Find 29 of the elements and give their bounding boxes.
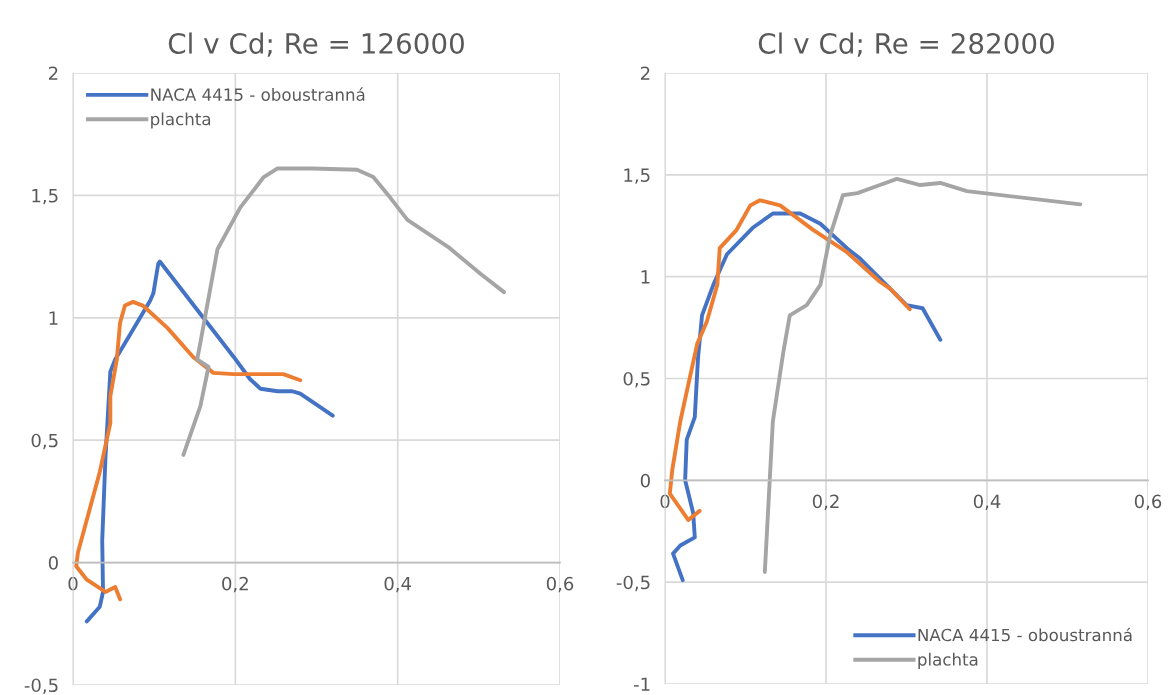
y-tick-label: 1,5 [624,168,650,184]
chart-title: Cl v Cd; Re = 282000 [758,32,1054,57]
line-series [762,176,1083,574]
y-tick-label: -0,5 [616,575,650,592]
y-tick-label: 1 [49,311,58,325]
x-tick-label: 0,4 [384,576,412,593]
x-tick-label: 0,6 [1134,494,1162,511]
legend-label: NACA 4415 - oboustranná [918,627,1132,642]
legend-label: plachta [151,112,211,129]
y-tick-label: 0,5 [31,433,58,450]
y-tick-label: 2 [640,66,650,80]
y-tick-label: 0,5 [623,371,650,388]
legend-label: plachta [918,652,978,669]
line-series [181,166,506,457]
y-tick-label: 0 [640,473,650,488]
x-tick-label: 0,2 [812,494,839,511]
legend-label: NACA 4415 - oboustranná [151,87,365,101]
y-tick-label: -0,5 [24,678,58,694]
y-tick-label: 0 [48,556,58,570]
y-tick-label: 1,5 [32,189,58,205]
x-tick-label: 0,4 [973,494,1001,511]
y-tick-label: 1 [641,270,650,284]
x-tick-label: 0 [660,494,670,509]
y-tick-label: -1 [633,677,650,691]
y-tick-label: 2 [48,66,58,80]
x-tick-label: 0,2 [222,576,248,593]
x-tick-label: 0,6 [546,576,574,593]
chart-title: Cl v Cd; Re = 126000 [168,32,464,57]
x-tick-label: 0 [68,576,78,591]
